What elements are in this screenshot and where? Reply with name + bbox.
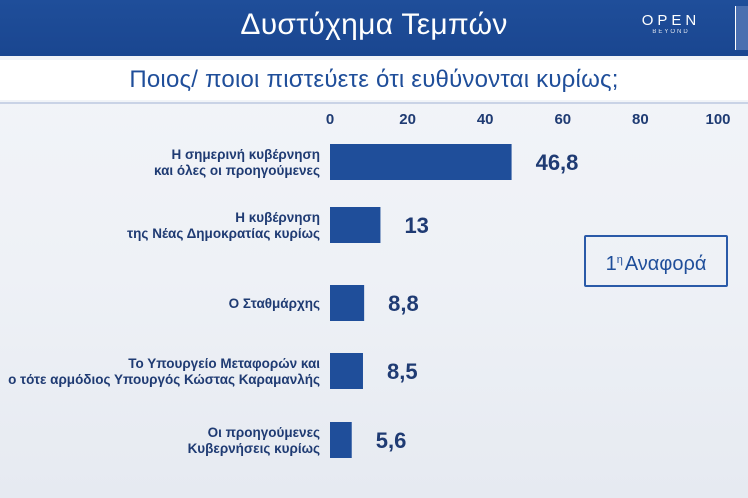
x-tick-label: 20	[399, 111, 416, 128]
channel-logo: OPEN BEYOND	[636, 12, 706, 35]
bar	[330, 353, 363, 389]
bar	[330, 144, 512, 180]
value-label: 8,8	[388, 291, 419, 316]
header-bar: Δυστύχημα Τεμπών OPEN BEYOND	[0, 0, 748, 56]
category-label: Η κυβέρνηση της Νέας Δημοκρατίας κυρίως	[127, 210, 320, 241]
bar	[330, 422, 352, 458]
x-tick-label: 100	[705, 111, 730, 128]
edge-graphic	[735, 6, 748, 50]
value-label: 5,6	[376, 428, 407, 453]
divider	[0, 102, 748, 104]
category-label: Η σημερινή κυβέρνηση και όλες οι προηγούμ…	[154, 147, 320, 178]
x-tick-label: 0	[326, 111, 334, 128]
channel-logo-text: OPEN	[641, 12, 701, 29]
bar	[330, 207, 381, 243]
question-banner: Ποιος/ ποιοι πιστεύετε ότι ευθύνονται κυ…	[0, 60, 748, 100]
page-title: Δυστύχημα Τεμπών	[240, 8, 508, 41]
category-label-line: Η σημερινή κυβέρνηση	[171, 147, 320, 162]
channel-logo-subtext: BEYOND	[652, 29, 690, 35]
mention-badge: 1η Αναφορά	[584, 235, 728, 287]
category-label-line: Κυβερνήσεις κυρίως	[188, 441, 320, 456]
bar	[330, 285, 365, 321]
value-label: 13	[404, 213, 428, 238]
badge-label: Αναφορά	[624, 253, 707, 275]
category-label: Οι προηγούμενες Κυβερνήσεις κυρίως	[188, 425, 320, 456]
category-label: Το Υπουργείο Μεταφορών και ο τότε αρμόδιο…	[8, 356, 320, 387]
category-label-line: Η κυβέρνηση	[235, 210, 320, 225]
category-label-line: της Νέας Δημοκρατίας κυρίως	[127, 226, 320, 241]
x-tick-label: 60	[554, 111, 571, 128]
x-tick-label: 40	[477, 111, 494, 128]
category-label-line: Το Υπουργείο Μεταφορών και	[128, 356, 320, 371]
category-label-line: Ο Σταθμάρχης	[229, 296, 320, 311]
badge-number: 1	[605, 253, 617, 275]
category-label-line: και όλες οι προηγούμενες	[154, 163, 320, 178]
value-label: 46,8	[536, 150, 579, 175]
x-tick-label: 80	[632, 111, 649, 128]
badge-superscript: η	[616, 254, 623, 266]
category-label: Ο Σταθμάρχης	[229, 296, 320, 311]
value-label: 8,5	[387, 359, 418, 384]
category-label-line: Οι προηγούμενες	[208, 425, 320, 440]
category-label-line: ο τότε αρμόδιος Υπουργός Κώστας Καραμανλ…	[8, 372, 320, 387]
